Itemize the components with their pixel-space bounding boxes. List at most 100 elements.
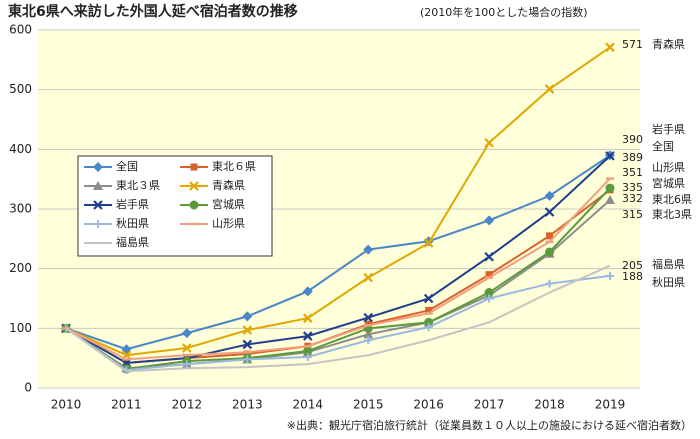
series-line xyxy=(65,274,611,372)
end-value-label: 351 xyxy=(622,166,643,179)
end-value-label: 188 xyxy=(622,270,643,283)
legend-label: 青森県 xyxy=(212,178,245,192)
legend-label: 岩手県 xyxy=(116,197,149,211)
end-value-label: 571 xyxy=(622,38,643,51)
point xyxy=(544,190,555,201)
point xyxy=(544,207,555,217)
point xyxy=(363,244,374,255)
legend-marker xyxy=(93,200,103,210)
point xyxy=(605,195,615,205)
end-value-label: 390 xyxy=(622,133,643,146)
legend-marker xyxy=(93,162,103,172)
x-tick-label: 2015 xyxy=(353,398,384,412)
legend-label: 山形県 xyxy=(212,217,245,230)
point xyxy=(182,343,192,353)
point xyxy=(243,355,252,364)
x-tick-label: 2019 xyxy=(595,398,626,412)
series-line xyxy=(65,155,611,364)
legend-label: 全国 xyxy=(116,159,138,173)
point xyxy=(605,183,615,193)
y-tick-label: 100 xyxy=(9,321,32,335)
legend-label: 東北３県 xyxy=(116,179,160,192)
legend-marker xyxy=(190,163,198,171)
point xyxy=(484,215,495,226)
series-line xyxy=(65,46,611,357)
legend-marker xyxy=(93,181,103,190)
point xyxy=(182,360,191,369)
point xyxy=(181,328,192,339)
point xyxy=(242,311,253,322)
chart-title: 東北6県へ来訪した外国人延べ宿泊者数の推移 xyxy=(8,3,298,20)
end-value-label: 205 xyxy=(622,259,643,272)
legend-label: 福島県 xyxy=(116,235,149,249)
point xyxy=(484,288,494,298)
end-series-label: 宮城県 xyxy=(652,176,685,190)
y-tick-label: 0 xyxy=(24,381,32,395)
point xyxy=(303,313,313,323)
point xyxy=(423,293,434,304)
point xyxy=(364,336,373,345)
point xyxy=(484,137,494,148)
point xyxy=(605,151,615,161)
point xyxy=(425,306,433,314)
end-value-label: 332 xyxy=(622,192,643,205)
point xyxy=(363,312,373,323)
legend-marker xyxy=(94,220,102,228)
point xyxy=(303,352,312,361)
point xyxy=(485,271,493,279)
point xyxy=(242,325,253,335)
end-series-label: 全国 xyxy=(652,139,674,153)
end-series-label: 東北6県 xyxy=(652,193,692,206)
end-value-label: 315 xyxy=(622,208,643,221)
x-tick-label: 2018 xyxy=(534,398,565,412)
end-series-label: 東北3県 xyxy=(652,208,692,221)
point xyxy=(424,323,433,332)
point xyxy=(605,42,615,53)
series-line xyxy=(65,264,611,373)
point xyxy=(303,346,313,356)
end-series-label: 福島県 xyxy=(652,257,685,271)
point xyxy=(545,247,555,257)
point xyxy=(302,286,313,297)
point xyxy=(363,272,373,283)
legend-label: 東北６県 xyxy=(212,160,256,173)
series-line xyxy=(65,154,611,351)
legend-label: 秋田県 xyxy=(116,216,149,230)
y-tick-label: 500 xyxy=(9,82,32,96)
end-value-label: 389 xyxy=(622,151,643,164)
source: ※出典：観光庁宿泊旅行統計（従業員数１０人以上の施設における延べ宿泊者数） xyxy=(287,418,692,432)
point xyxy=(242,339,253,350)
end-series-label: 山形県 xyxy=(652,161,685,174)
y-tick-label: 600 xyxy=(9,23,32,37)
x-tick-label: 2014 xyxy=(293,398,324,412)
end-series-label: 秋田県 xyxy=(652,275,685,289)
point xyxy=(606,271,614,280)
x-tick-label: 2010 xyxy=(51,398,82,412)
x-tick-label: 2013 xyxy=(232,398,263,412)
x-tick-label: 2012 xyxy=(172,398,203,412)
point xyxy=(485,294,494,303)
legend-label: 宮城県 xyxy=(212,197,245,211)
legend-marker xyxy=(189,181,199,191)
y-tick-label: 200 xyxy=(9,261,32,275)
point xyxy=(546,232,554,240)
chart-subtitle: (2010年を100とした場合の指数) xyxy=(420,5,588,19)
point xyxy=(363,329,374,339)
y-tick-label: 300 xyxy=(9,202,32,216)
point xyxy=(423,238,434,248)
legend-marker xyxy=(189,200,199,210)
point xyxy=(544,84,555,94)
x-tick-label: 2017 xyxy=(474,398,505,412)
series-line xyxy=(65,187,611,370)
point xyxy=(484,251,494,262)
series-line xyxy=(65,177,611,361)
point xyxy=(424,317,434,327)
end-series-label: 岩手県 xyxy=(652,122,685,136)
x-tick-label: 2016 xyxy=(413,398,444,412)
end-value-label: 335 xyxy=(622,181,643,194)
point xyxy=(303,331,313,341)
point xyxy=(545,279,554,288)
x-tick-label: 2011 xyxy=(111,398,142,412)
y-tick-label: 400 xyxy=(9,142,32,156)
